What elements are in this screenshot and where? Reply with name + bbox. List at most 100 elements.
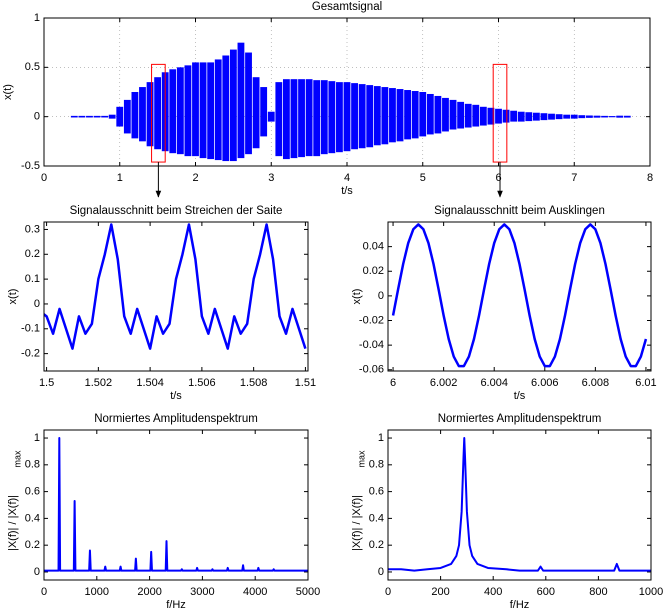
x-tick-label: 1000: [639, 586, 663, 598]
subplot: 0 200 400 600 800 1000 0 0.2 0.4 0.6 0.8 1 Normierte…: [351, 413, 663, 609]
signal-segment: [366, 85, 374, 148]
x-tick-label: 8: [647, 172, 653, 184]
signal-segment: [449, 99, 457, 130]
plot-area: [388, 222, 651, 371]
signal-segment: [442, 97, 449, 132]
chart-title: Signalausschnitt beim Streichen der Sait…: [70, 205, 283, 217]
x-tick-label: 1.5: [39, 377, 54, 389]
signal-segment: [86, 115, 93, 118]
signal-segment: [260, 87, 268, 137]
x-axis-label: t/s: [514, 390, 526, 402]
signal-segment: [457, 101, 465, 129]
x-tick-label: 6.008: [582, 377, 610, 389]
x-tick-label: 6.002: [430, 377, 458, 389]
signal-line: [44, 437, 308, 572]
signal-segment: [123, 99, 131, 134]
signal-segment: [108, 114, 116, 119]
x-tick-label: 1: [117, 172, 123, 184]
y-axis-label: |X(f)| / |X(f)|: [7, 495, 19, 551]
x-tick-label: 3: [268, 172, 274, 184]
signal-segment: [495, 108, 502, 124]
signal-segment: [154, 77, 162, 150]
x-tick-label: 1000: [85, 586, 109, 598]
y-tick-label: 0.1: [25, 273, 40, 285]
y-tick-label: 0: [378, 290, 384, 302]
x-tick-label: 6.004: [480, 377, 508, 389]
signal-segment: [93, 115, 101, 118]
y-tick-label: 0.2: [25, 539, 40, 551]
signal-segment: [320, 80, 328, 155]
y-tick-label: 0.6: [369, 486, 384, 498]
data-layer: [44, 437, 308, 572]
y-tick-label: 0.5: [25, 61, 40, 73]
x-tick-label: 2000: [137, 586, 161, 598]
signal-segment: [358, 84, 366, 149]
chart-title: Normiertes Amplitudenspektrum: [94, 413, 258, 425]
signal-segment: [479, 106, 487, 126]
y-tick-label: 0: [34, 298, 40, 310]
x-tick-label: 6: [495, 172, 501, 184]
data-layer: [391, 223, 648, 368]
y-tick-label: 0.04: [363, 241, 384, 253]
signal-segment: [184, 65, 192, 157]
signal-segment: [411, 91, 419, 139]
signal-segment: [532, 112, 540, 121]
signal-segment: [305, 79, 313, 157]
x-tick-label: 2: [192, 172, 198, 184]
signal-segment: [116, 106, 124, 127]
y-tick-label: 0: [378, 566, 384, 578]
x-tick-label: 6.01: [635, 377, 656, 389]
chart-title: Signalausschnitt beim Ausklingen: [434, 205, 605, 217]
y-tick-label: -0.5: [21, 160, 40, 172]
y-axis-label: |X(f)| / |X(f)|: [351, 495, 363, 551]
y-tick-label: -0.04: [359, 339, 384, 351]
x-tick-label: 1.502: [85, 377, 113, 389]
plot-area: [44, 222, 308, 371]
signal-segment: [351, 83, 358, 150]
signal-segment: [487, 107, 495, 125]
signal-segment: [540, 113, 548, 121]
signal-segment: [555, 114, 563, 120]
signal-segment: [282, 79, 290, 160]
signal-segment: [298, 79, 305, 158]
signal-segment: [146, 82, 154, 147]
x-tick-label: 800: [589, 586, 607, 598]
signal-segment: [328, 81, 336, 154]
signal-segment: [601, 115, 608, 118]
y-tick-label: 0.2: [369, 539, 384, 551]
signal-segment: [585, 115, 593, 118]
signal-segment: [396, 89, 404, 142]
signal-segment: [313, 80, 321, 157]
y-tick-label: 0.3: [25, 223, 40, 235]
signal-segment: [70, 115, 78, 118]
signal-segment: [336, 82, 343, 153]
x-tick-label: 7: [571, 172, 577, 184]
signal-segment: [229, 49, 237, 162]
x-axis-label: t/s: [170, 390, 182, 402]
x-tick-label: 0: [41, 172, 47, 184]
y-tick-label: 1: [34, 12, 40, 24]
x-axis-label: f/Hz: [166, 599, 186, 609]
y-tick-label: 0.6: [25, 486, 40, 498]
axes-frame: [387, 429, 652, 581]
y-tick-label: 0: [34, 111, 40, 123]
signal-segment: [502, 109, 510, 123]
signal-segment: [472, 104, 480, 127]
subplot: 0 1000 2000 3000 4000 5000 0 0.2 0.4 0.6 0.8 1 Normi…: [7, 413, 320, 609]
y-tick-label: -0.06: [359, 364, 384, 376]
signal-segment: [245, 52, 252, 155]
signal-segment: [343, 82, 351, 152]
subplot: 6 6.002 6.004 6.006 6.008 6.01 -0.06 -0.04 -0.02…: [351, 205, 657, 402]
signal-segment: [419, 92, 427, 137]
axes-frame: [43, 429, 309, 581]
y-tick-label: 1: [378, 432, 384, 444]
x-axis-label: t/s: [341, 185, 353, 197]
y-axis-label: x(t): [7, 289, 19, 305]
signal-segment: [78, 115, 86, 118]
signal-segment: [199, 62, 207, 159]
x-tick-label: 1.51: [295, 377, 316, 389]
y-tick-label: -0.1: [21, 323, 40, 335]
